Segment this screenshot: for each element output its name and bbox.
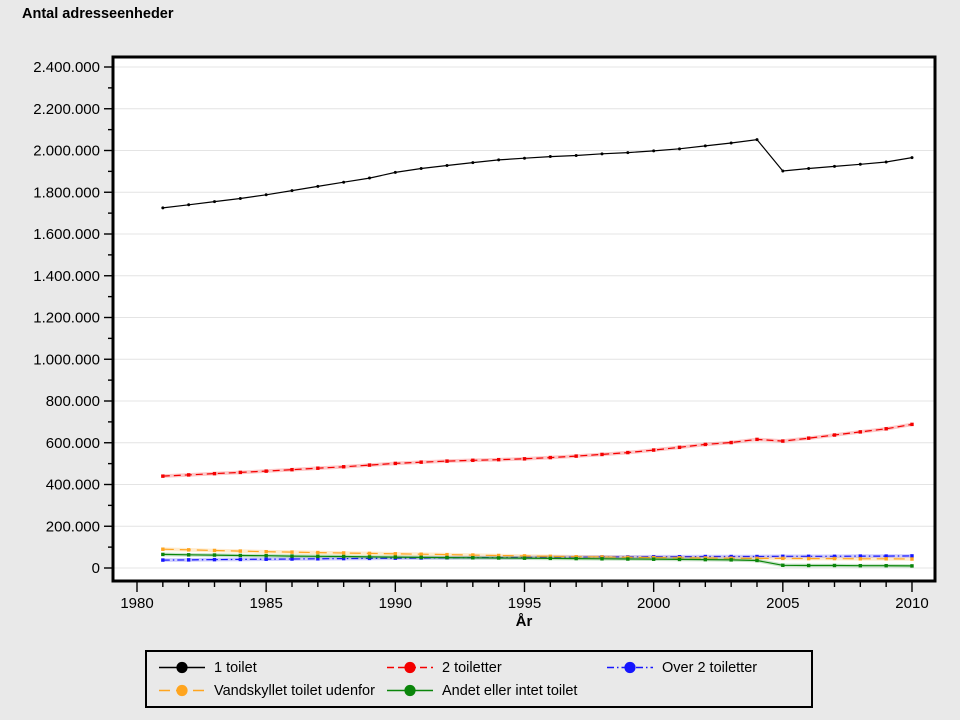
x-axis-title: År [515, 613, 533, 630]
svg-text:1985: 1985 [249, 595, 282, 612]
series-1-toilet [161, 138, 914, 210]
legend-label: Andet eller intet toilet [442, 682, 578, 699]
svg-text:2.200.000: 2.200.000 [33, 101, 100, 118]
svg-text:1995: 1995 [508, 595, 541, 612]
svg-text:2.400.000: 2.400.000 [33, 59, 100, 76]
plot-area [113, 57, 935, 581]
legend-marker-over-2-toiletter [607, 661, 653, 674]
svg-text:2005: 2005 [766, 595, 799, 612]
legend-item-over-2-toiletter: Over 2 toiletter [607, 660, 811, 676]
legend: 1 toilet 2 toiletter Over 2 toiletter Vands… [145, 650, 813, 708]
svg-text:1980: 1980 [120, 595, 153, 612]
svg-text:1990: 1990 [379, 595, 412, 612]
plot-frame [111, 55, 937, 583]
svg-text:1.600.000: 1.600.000 [33, 226, 100, 243]
legend-label: Vandskyllet toilet udenfor [214, 682, 375, 699]
legend-item-1-toilet: 1 toilet [159, 660, 387, 676]
series-2-toiletter [161, 422, 914, 478]
legend-item-2-toiletter: 2 toiletter [387, 660, 607, 676]
y-axis-title: Antal adresseenheder [22, 6, 174, 22]
legend-item-vandskyllet-toilet-udenfor: Vandskyllet toilet udenfor [159, 683, 387, 699]
svg-text:1.400.000: 1.400.000 [33, 268, 100, 285]
legend-label: 1 toilet [214, 659, 257, 676]
legend-marker-andet-eller-intet-toilet [387, 684, 433, 697]
legend-marker-2-toiletter [387, 661, 433, 674]
svg-text:2000: 2000 [637, 595, 670, 612]
legend-marker-vandskyllet-toilet-udenfor [159, 684, 205, 697]
svg-text:1.000.000: 1.000.000 [33, 351, 100, 368]
legend-label: 2 toiletter [442, 659, 502, 676]
svg-text:0: 0 [92, 560, 100, 577]
series-vandskyllet-toilet-udenfor [161, 547, 914, 561]
series-andet-eller-intet-toilet [161, 552, 914, 568]
svg-text:800.000: 800.000 [46, 393, 100, 410]
svg-text:1.200.000: 1.200.000 [33, 310, 100, 327]
svg-text:1.800.000: 1.800.000 [33, 184, 100, 201]
legend-marker-1-toilet [159, 661, 205, 674]
legend-label: Over 2 toiletter [662, 659, 758, 676]
svg-text:600.000: 600.000 [46, 435, 100, 452]
y-axis: 0 200.000 400.000 600.000 800.000 1.000.000 1.… [33, 59, 112, 577]
svg-text:200.000: 200.000 [46, 518, 100, 535]
svg-text:400.000: 400.000 [46, 477, 100, 494]
y-gridlines [114, 66, 934, 569]
legend-item-andet-eller-intet-toilet: Andet eller intet toilet [387, 683, 607, 699]
svg-text:2010: 2010 [895, 595, 928, 612]
x-axis: 1980 1985 1990 1995 2000 2005 2010 [120, 582, 929, 612]
svg-text:2.000.000: 2.000.000 [33, 143, 100, 160]
line-chart: 0 200.000 400.000 600.000 800.000 1.000.000 1.… [33, 55, 937, 612]
